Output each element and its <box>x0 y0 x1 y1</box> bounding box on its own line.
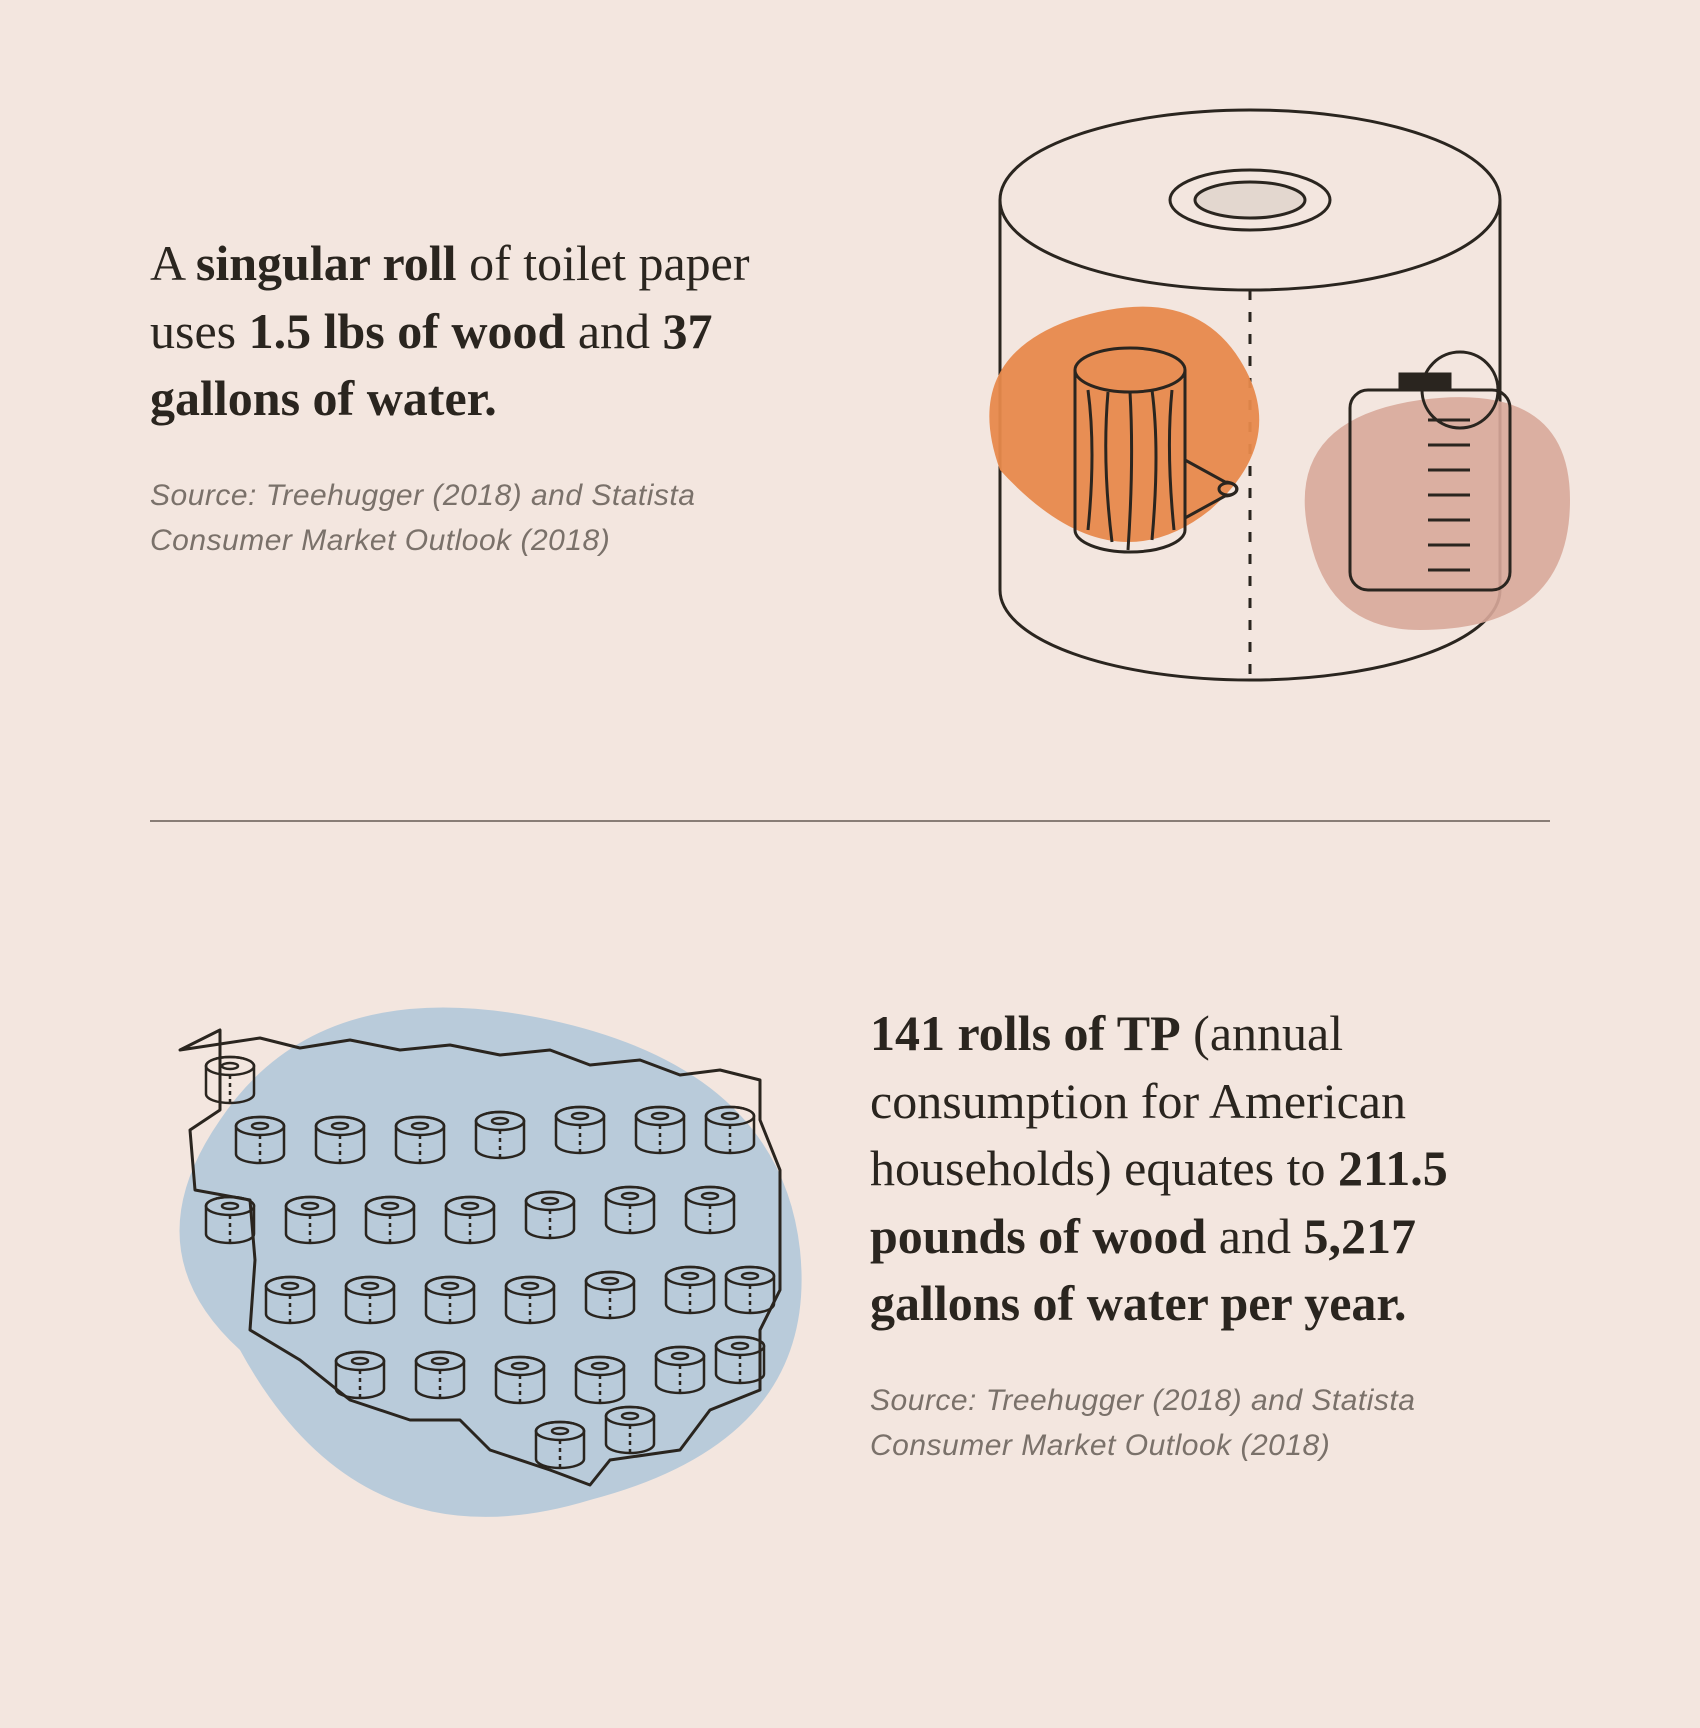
text-bold: 1.5 lbs of wood <box>249 303 566 359</box>
panel-annual-consumption: 141 rolls of TP (annual consumption for … <box>0 870 1700 1650</box>
panel2-source: Source: Treehugger (2018) and Statista C… <box>870 1378 1510 1468</box>
panel-single-roll: A singular roll of toilet paper uses 1.5… <box>0 0 1700 820</box>
text-bold: 141 rolls of TP <box>870 1005 1181 1061</box>
usa-map-illustration <box>120 930 840 1570</box>
text: A <box>150 235 196 291</box>
panel1-text: A singular roll of toilet paper uses 1.5… <box>150 230 790 563</box>
blob-blue <box>180 1008 802 1517</box>
panel1-headline: A singular roll of toilet paper uses 1.5… <box>150 230 790 433</box>
panel1-source: Source: Treehugger (2018) and Statista C… <box>150 473 790 563</box>
section-divider <box>150 820 1550 822</box>
water-container-icon <box>1305 352 1570 630</box>
panel2-text: 141 rolls of TP (annual consumption for … <box>870 1000 1510 1468</box>
panel2-headline: 141 rolls of TP (annual consumption for … <box>870 1000 1510 1338</box>
wood-log-icon <box>989 307 1259 552</box>
toilet-roll-illustration <box>930 90 1570 710</box>
text: and <box>1206 1208 1303 1264</box>
text: and <box>565 303 662 359</box>
text-bold: singular roll <box>196 235 457 291</box>
